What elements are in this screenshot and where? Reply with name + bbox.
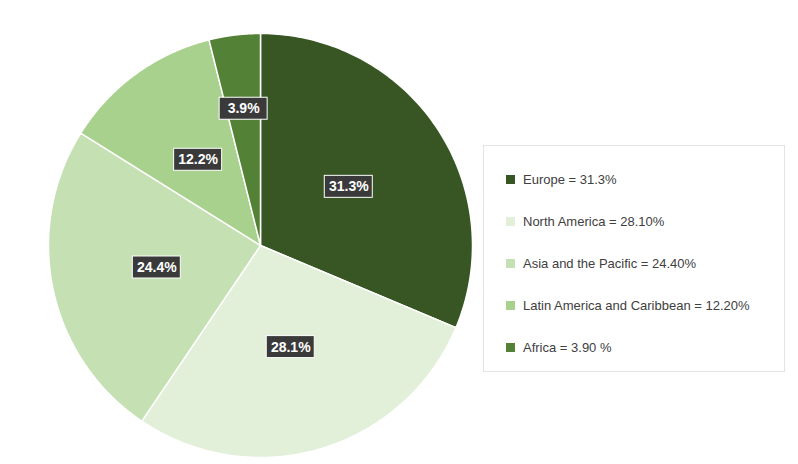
html-text:Latin America and Caribbean =: Latin America and Caribbean = 12.20% <box>523 297 750 313</box>
html-text:Africa = 3.90 %: Africa = 3.90 % <box>523 339 612 355</box>
svg-text:24.4%: 24.4% <box>137 259 177 275</box>
svg-text:31.3%: 31.3% <box>329 178 369 194</box>
svg-text:3.9%: 3.9% <box>228 100 260 116</box>
html-text:Asia and the Pacific = 24.40%: Asia and the Pacific = 24.40% <box>523 255 697 271</box>
html-text:Europe = 31.3%: Europe = 31.3% <box>523 171 617 187</box>
html-text:North America = 28.10%: North America = 28.10% <box>523 213 665 229</box>
svg-text:12.2%: 12.2% <box>178 151 218 167</box>
svg-text:28.1%: 28.1% <box>271 339 311 355</box>
